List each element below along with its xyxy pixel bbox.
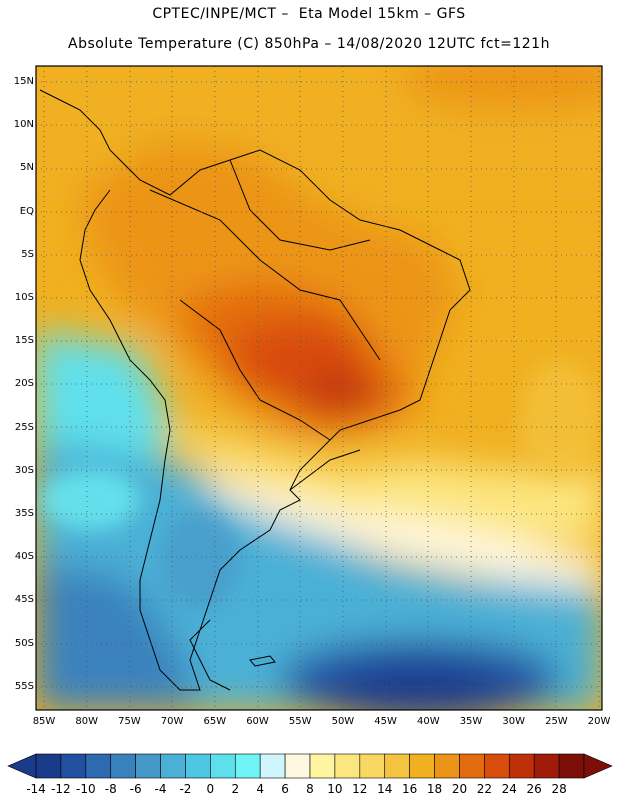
lon-label: 75W: [118, 716, 141, 727]
lon-label: 40W: [416, 716, 440, 727]
colorbar-over-arrow: [583, 753, 613, 779]
colorbar-label: 10: [327, 782, 343, 796]
colorbar-swatch: [284, 753, 311, 779]
lon-label: 35W: [459, 716, 483, 727]
lon-label: 80W: [75, 716, 98, 727]
colorbar-swatch: [459, 753, 485, 779]
lat-label: 55S: [14, 680, 34, 692]
temperature-field: [36, 66, 602, 710]
colorbar-label: 12: [352, 782, 368, 796]
colorbar-swatch: [533, 753, 560, 779]
colorbar-label: -2: [179, 782, 192, 796]
colorbar-swatch: [409, 753, 435, 779]
lat-label: 30S: [14, 464, 34, 476]
lon-label: 85W: [32, 716, 56, 727]
lon-label: 30W: [502, 716, 525, 727]
lat-label: 40S: [14, 551, 34, 563]
lat-label: 35S: [14, 508, 34, 519]
colorbar-swatch: [359, 753, 386, 779]
colorbar-label: 0: [206, 782, 215, 796]
colorbar-swatch: [558, 753, 585, 779]
lon-label: 65W: [203, 716, 227, 727]
lon-label: 50W: [331, 716, 355, 727]
colorbar-swatch: [210, 753, 236, 779]
colorbar-label: -4: [154, 782, 167, 796]
lat-label: 10N: [13, 119, 34, 131]
colorbar-under-arrow: [7, 753, 37, 779]
colorbar-swatch: [484, 753, 510, 779]
lat-label: 15S: [14, 335, 34, 347]
colorbar-label: 28: [551, 782, 567, 796]
colorbar-label: 20: [451, 782, 468, 796]
colorbar-swatch: [35, 753, 62, 779]
colorbar-label: 2: [231, 782, 240, 796]
lat-label: 50S: [14, 637, 34, 649]
colorbar-label: -14: [26, 782, 46, 796]
colorbar-swatch: [309, 753, 336, 779]
lat-label: 20S: [14, 378, 34, 390]
lon-label: 20W: [587, 716, 611, 727]
lon-label: 60W: [246, 716, 269, 727]
lon-label: 25W: [545, 716, 568, 727]
colorbar-swatch: [60, 753, 87, 779]
lon-label: 55W: [288, 716, 312, 727]
lat-label: 5S: [21, 248, 34, 260]
colorbar-swatch: [234, 753, 261, 779]
colorbar-label: 26: [526, 782, 542, 796]
colorbar-label: 6: [281, 782, 289, 796]
lat-label: 5N: [20, 162, 34, 174]
coastline: [39, 89, 471, 691]
colorbar-label: 24: [501, 782, 517, 796]
lon-label: 45W: [374, 716, 397, 727]
colorbar-swatch: [135, 753, 161, 779]
colorbar-label: -8: [104, 782, 117, 796]
lat-label: 10S: [14, 292, 34, 303]
colorbar-swatch: [334, 753, 361, 779]
map-frame: [35, 65, 603, 711]
colorbar: [7, 753, 613, 779]
colorbar-label: 4: [256, 782, 264, 796]
colorbar-label: 14: [377, 782, 393, 796]
title-line-2: Absolute Temperature (C) 850hPa – 14/08/…: [68, 36, 550, 52]
colorbar-swatch: [259, 753, 286, 779]
colorbar-swatch: [160, 753, 186, 779]
lat-label: EQ: [19, 205, 34, 217]
colorbar-label: -10: [76, 782, 96, 796]
colorbar-swatch: [434, 753, 460, 779]
lat-label: 45S: [14, 594, 34, 606]
colorbar-label: 16: [401, 782, 418, 796]
lat-label: 25S: [14, 421, 34, 433]
colorbar-label: 18: [426, 782, 443, 796]
lat-label: 15N: [13, 76, 34, 87]
colorbar-swatch: [508, 753, 535, 779]
colorbar-label: 22: [476, 782, 492, 796]
colorbar-swatch: [185, 753, 211, 779]
colorbar-label: -12: [51, 782, 71, 796]
lon-label: 70W: [160, 716, 184, 727]
title-line-1: CPTEC/INPE/MCT – Eta Model 15km – GFS: [152, 6, 466, 22]
colorbar-swatch: [384, 753, 410, 779]
colorbar-swatch: [85, 753, 112, 779]
colorbar-label: -6: [129, 782, 142, 796]
colorbar-label: 8: [306, 782, 314, 796]
colorbar-swatch: [110, 753, 136, 779]
